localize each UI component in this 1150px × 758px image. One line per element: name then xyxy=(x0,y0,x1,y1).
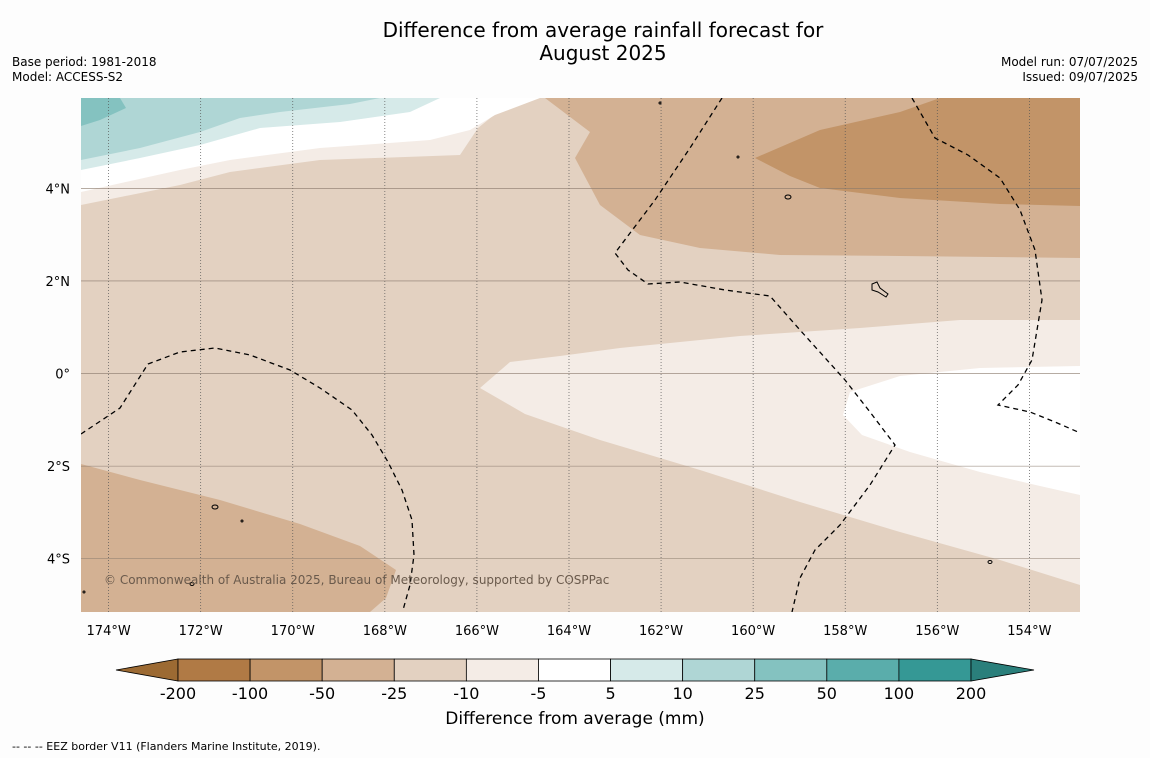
colorbar-swatch xyxy=(898,658,972,682)
lat-tick-label: 2°S xyxy=(47,460,70,475)
lon-tick-label: 164°W xyxy=(547,624,591,639)
grid-lines xyxy=(81,98,1080,612)
island-h xyxy=(240,519,244,523)
colorbar-swatch xyxy=(682,658,756,682)
colorbar-tick-label: 5 xyxy=(605,684,616,703)
lon-tick-label: 168°W xyxy=(363,624,407,639)
lon-tick-label: 172°W xyxy=(179,624,223,639)
eez-borders xyxy=(81,98,1079,612)
lon-tick-label: 174°W xyxy=(87,624,131,639)
eez-legend-note: -- -- -- EEZ border V11 (Flanders Marine… xyxy=(12,740,321,753)
eez-border-central xyxy=(614,98,896,612)
colorbar-tick-label: -100 xyxy=(231,684,269,703)
colorbar-swatch xyxy=(393,658,467,682)
issued-date: Issued: 09/07/2025 xyxy=(1022,70,1138,84)
island-c xyxy=(211,504,219,510)
colorbar-swatch xyxy=(249,658,323,682)
colorbar xyxy=(115,658,1035,682)
lon-tick-label: 162°W xyxy=(639,624,683,639)
colorbar-swatch xyxy=(610,658,684,682)
lon-tick-label: 170°W xyxy=(271,624,315,639)
colorbar-swatch xyxy=(321,658,395,682)
eez-border-east xyxy=(911,98,1079,433)
colorbar-tick-label: -50 xyxy=(309,684,336,703)
colorbar-tick-label: 10 xyxy=(672,684,693,703)
meta-left: Base period: 1981-2018 Model: ACCESS-S2 xyxy=(12,55,157,85)
colorbar-extend-high xyxy=(970,658,1035,682)
lon-tick-label: 158°W xyxy=(823,624,867,639)
colorbar-swatch xyxy=(826,658,900,682)
island-b xyxy=(871,281,889,298)
lat-tick-label: 2°N xyxy=(46,275,71,290)
eez-border-west xyxy=(81,347,415,611)
lon-tick-label: 154°W xyxy=(1007,624,1051,639)
colorbar-swatch xyxy=(465,658,539,682)
islands xyxy=(82,101,993,594)
lon-tick-label: 160°W xyxy=(731,624,775,639)
lon-tick-label: 156°W xyxy=(915,624,959,639)
title-line-1: Difference from average rainfall forecas… xyxy=(382,18,824,42)
island-i xyxy=(82,590,86,594)
lat-tick-label: 0° xyxy=(55,368,70,383)
band-north-dark-teal xyxy=(81,98,126,126)
latitude-labels: 4°N 2°N 0° 2°S 4°S xyxy=(46,182,71,567)
colorbar-tick-label: -10 xyxy=(453,684,480,703)
colorbar-tick-label: -200 xyxy=(159,684,197,703)
island-e xyxy=(987,560,993,564)
colorbar-tick-label: 25 xyxy=(744,684,765,703)
map-area: © Commonwealth of Australia 2025, Bureau… xyxy=(81,98,1080,612)
island-g xyxy=(736,155,740,159)
region-northeast-darker xyxy=(755,98,1080,206)
colorbar-swatch xyxy=(754,658,828,682)
base-period: Base period: 1981-2018 xyxy=(12,55,157,69)
page-title: Difference from average rainfall forecas… xyxy=(0,19,1150,65)
colorbar-swatch xyxy=(538,658,611,682)
colorbar-title: Difference from average (mm) xyxy=(445,709,705,729)
model-run: Model run: 07/07/2025 xyxy=(1000,55,1138,69)
colorbar-tick-label: 100 xyxy=(883,684,915,703)
model-name: Model: ACCESS-S2 xyxy=(12,70,124,84)
title-line-2: August 2025 xyxy=(539,41,667,65)
colorbar-extend-low xyxy=(115,658,179,682)
colorbar-swatches xyxy=(177,658,972,682)
island-f xyxy=(658,101,662,105)
colorbar-swatch xyxy=(177,658,251,682)
lon-tick-label: 166°W xyxy=(455,624,499,639)
island-a xyxy=(784,194,792,200)
island-d xyxy=(189,582,195,586)
colorbar-tick-label: 50 xyxy=(816,684,837,703)
colorbar-tick-label: -25 xyxy=(381,684,408,703)
colorbar-tick-label: 200 xyxy=(955,684,987,703)
lat-tick-label: 4°N xyxy=(46,182,71,197)
longitude-labels: 174°W 172°W 170°W 168°W 166°W 164°W 162°W 160°W… xyxy=(87,624,1052,639)
colorbar-tick-label: -5 xyxy=(530,684,547,703)
copyright-text: © Commonwealth of Australia 2025, Bureau… xyxy=(104,573,609,587)
region-southwest-brown xyxy=(81,464,396,612)
meta-right: Model run: 07/07/2025 Issued: 09/07/2025 xyxy=(1001,55,1138,85)
band-equator-white xyxy=(843,366,1080,495)
lat-tick-label: 4°S xyxy=(47,553,70,568)
band-north-teal xyxy=(81,98,380,160)
